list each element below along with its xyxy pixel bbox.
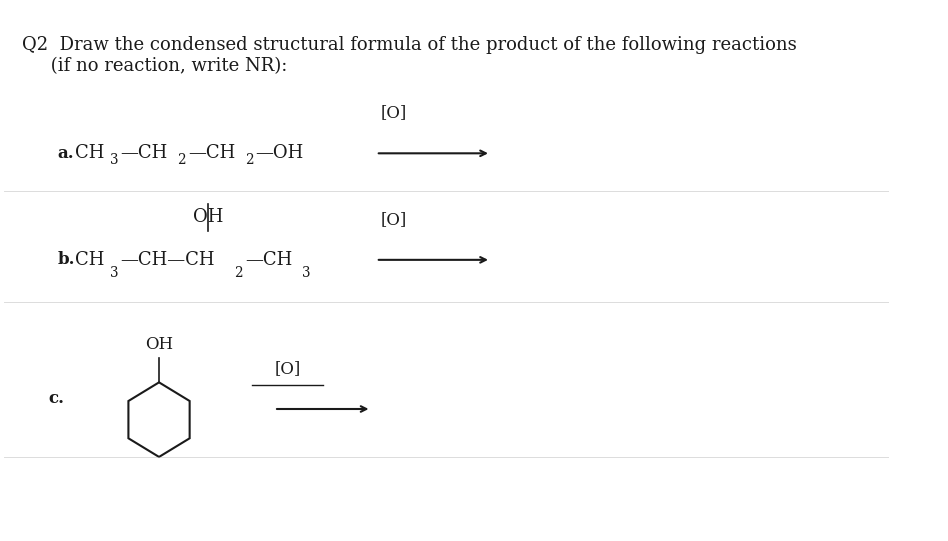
Text: Q2  Draw the condensed structural formula of the product of the following reacti: Q2 Draw the condensed structural formula…	[22, 36, 796, 75]
Text: 2: 2	[234, 266, 243, 280]
Text: [O]: [O]	[274, 360, 301, 377]
Text: b.: b.	[57, 252, 75, 268]
Text: 3: 3	[110, 266, 118, 280]
Text: CH: CH	[75, 251, 104, 269]
Text: 2: 2	[177, 153, 186, 167]
Text: OH: OH	[192, 208, 223, 226]
Text: 2: 2	[245, 153, 253, 167]
Text: 3: 3	[301, 266, 310, 280]
Text: [O]: [O]	[380, 104, 407, 121]
Text: [O]: [O]	[380, 211, 407, 228]
Text: —OH: —OH	[255, 144, 303, 162]
Text: CH: CH	[75, 144, 104, 162]
Text: a.: a.	[57, 145, 74, 162]
Text: c.: c.	[48, 390, 64, 407]
Text: —CH: —CH	[188, 144, 235, 162]
Text: —CH: —CH	[120, 144, 168, 162]
Text: —CH—CH: —CH—CH	[120, 251, 215, 269]
Text: —CH: —CH	[245, 251, 292, 269]
Text: 3: 3	[110, 153, 118, 167]
Text: OH: OH	[145, 336, 173, 353]
